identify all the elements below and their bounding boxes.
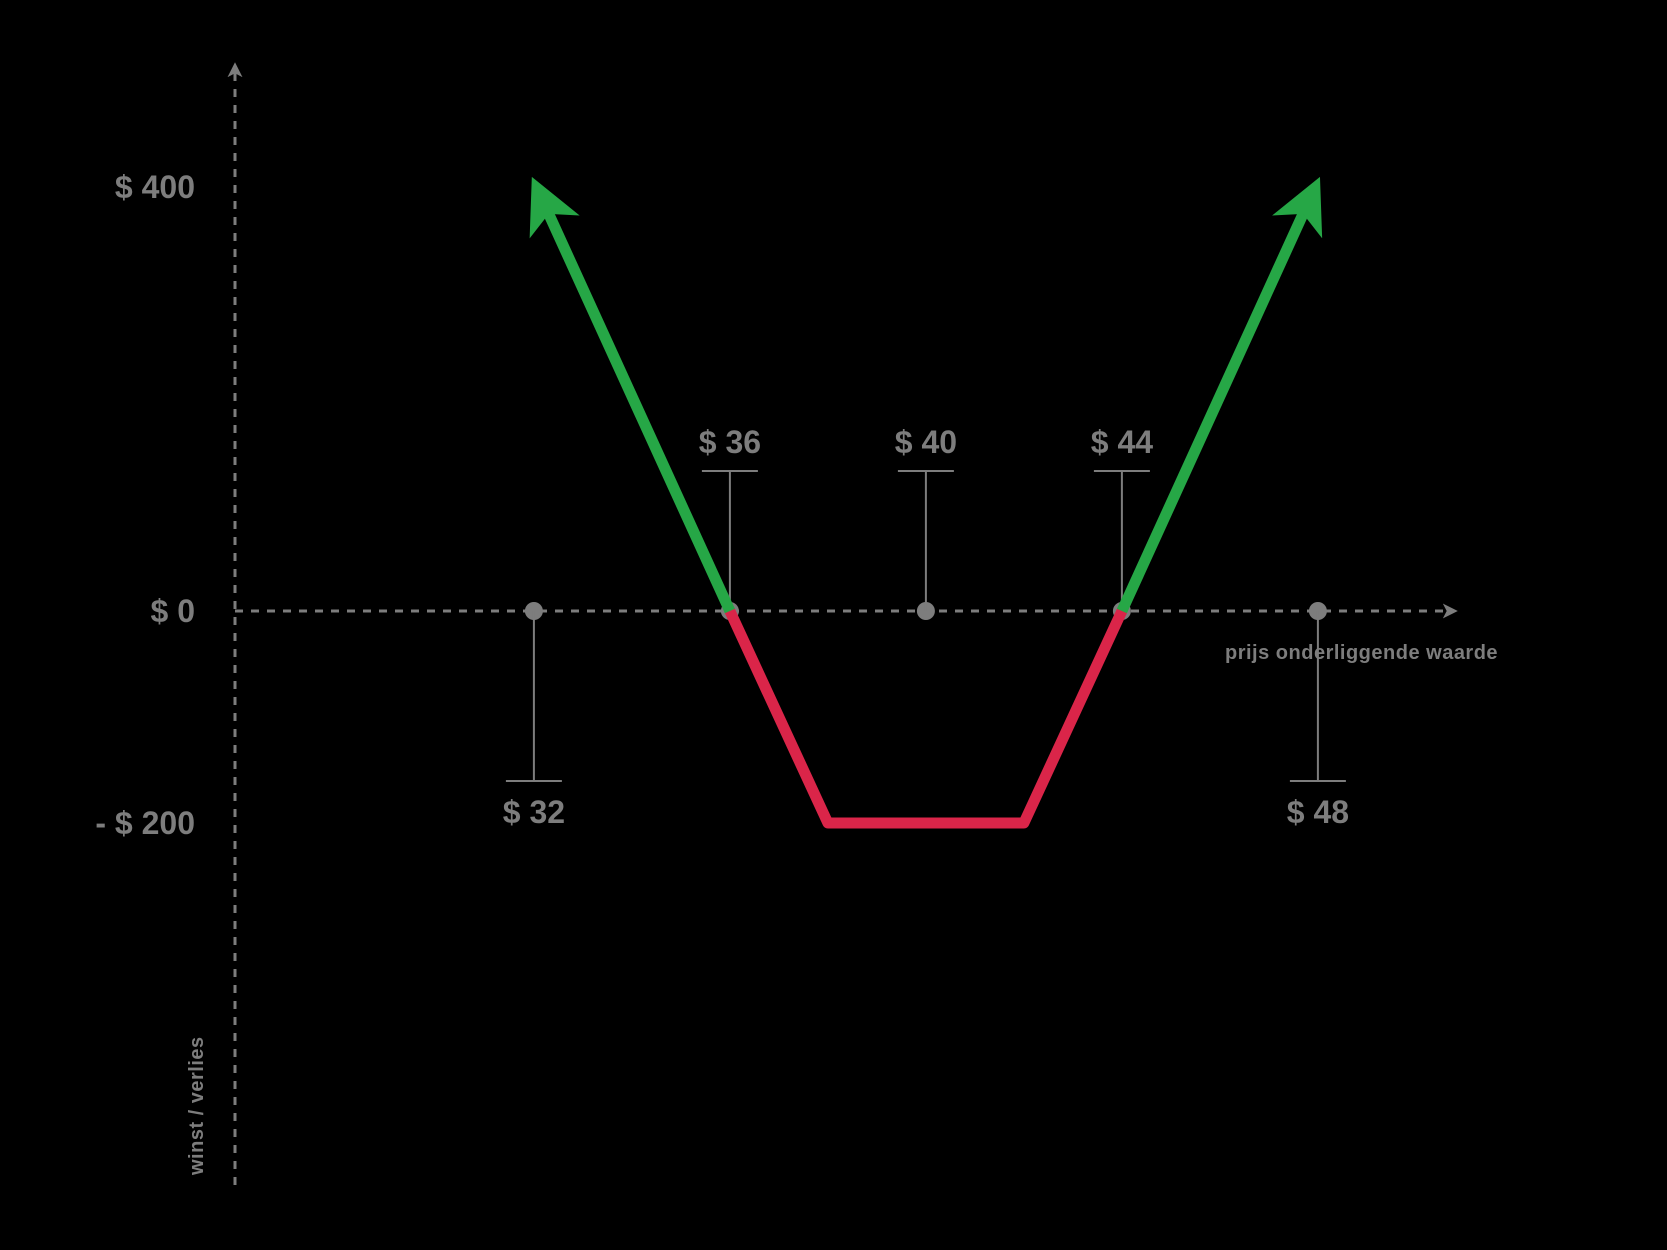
payoff-chart: $ 400 $ 0 - $ 200 $ 32 $ 36 $ 40 $ 44 $ 48 prijs… — [0, 0, 1667, 1250]
chart-background — [0, 0, 1667, 1250]
y-axis-label: winst / verlies — [186, 1036, 208, 1176]
x-tick-label: $ 36 — [699, 424, 761, 460]
y-tick-label: - $ 200 — [95, 805, 195, 841]
x-axis-label: prijs onderliggende waarde — [1225, 642, 1498, 664]
y-tick-label: $ 400 — [115, 169, 195, 205]
x-tick-label: $ 44 — [1091, 424, 1153, 460]
chart-svg: $ 400 $ 0 - $ 200 $ 32 $ 36 $ 40 $ 44 $ 48 prijs… — [0, 0, 1667, 1250]
x-tick-label: $ 32 — [503, 794, 565, 830]
x-tick-label: $ 48 — [1287, 794, 1349, 830]
y-tick-label: $ 0 — [151, 593, 195, 629]
x-tick-label: $ 40 — [895, 424, 957, 460]
